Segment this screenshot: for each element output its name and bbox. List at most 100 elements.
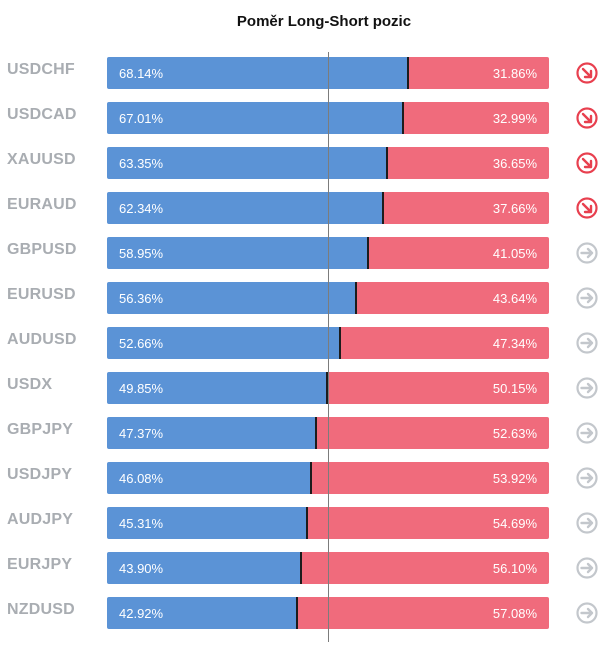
arrow-right-icon: [576, 512, 598, 534]
long-segment: [107, 372, 327, 404]
chart-title: Poměr Long-Short pozic: [236, 13, 412, 30]
long-value-label: 52.66%: [119, 336, 164, 351]
arrow-right-icon: [576, 377, 598, 399]
pair-label: NZDUSD: [7, 601, 75, 618]
pair-label: USDCHF: [7, 61, 75, 78]
short-segment: [327, 372, 549, 404]
short-value-label: 57.08%: [492, 606, 537, 621]
long-segment: [107, 282, 356, 314]
ratio-bar: 67.01% 32.99%: [107, 102, 549, 134]
long-value-label: 46.08%: [119, 471, 164, 486]
long-value-label: 42.92%: [119, 606, 164, 621]
short-value-label: 54.69%: [492, 516, 537, 531]
arrow-right-icon: [576, 242, 598, 264]
short-segment: [340, 327, 549, 359]
short-segment: [403, 102, 549, 134]
short-segment: [387, 147, 549, 179]
arrow-right-icon: [576, 332, 598, 354]
arrow-right-icon: [576, 557, 598, 579]
pair-label: EURUSD: [7, 286, 76, 303]
ratio-divider: [407, 57, 409, 89]
ratio-divider: [300, 552, 302, 584]
short-value-label: 41.05%: [492, 246, 537, 261]
ratio-bar: 68.14% 31.86%: [107, 57, 549, 89]
ratio-bar: 46.08% 53.92%: [107, 462, 549, 494]
pair-label: EURAUD: [7, 196, 77, 213]
ratio-divider: [402, 102, 404, 134]
pair-label: GBPUSD: [7, 241, 77, 258]
short-segment: [316, 417, 549, 449]
short-segment: [307, 507, 549, 539]
long-value-label: 68.14%: [119, 66, 164, 81]
ratio-bar: 63.35% 36.65%: [107, 147, 549, 179]
long-value-label: 47.37%: [119, 426, 164, 441]
arrow-right-icon: [576, 467, 598, 489]
bar-row: USDJPY 46.08% 53.92%: [0, 462, 614, 494]
long-value-label: 67.01%: [119, 111, 164, 126]
short-value-label: 37.66%: [492, 201, 537, 216]
long-value-label: 49.85%: [119, 381, 164, 396]
ratio-bar: 62.34% 37.66%: [107, 192, 549, 224]
bar-row: NZDUSD 42.92% 57.08%: [0, 597, 614, 629]
ratio-bar: 52.66% 47.34%: [107, 327, 549, 359]
short-value-label: 56.10%: [492, 561, 537, 576]
long-segment: [107, 417, 316, 449]
pair-label: GBPJPY: [7, 421, 74, 438]
short-value-label: 36.65%: [492, 156, 537, 171]
ratio-divider: [326, 372, 328, 404]
short-segment: [301, 552, 549, 584]
reference-line-50: [328, 52, 329, 642]
ratio-bar: 42.92% 57.08%: [107, 597, 549, 629]
ratio-divider: [310, 462, 312, 494]
short-value-label: 43.64%: [492, 291, 537, 306]
short-segment: [297, 597, 549, 629]
bar-row: USDCAD 67.01% 32.99%: [0, 102, 614, 134]
arrow-right-icon: [576, 422, 598, 444]
ratio-divider: [386, 147, 388, 179]
short-value-label: 53.92%: [492, 471, 537, 486]
arrow-right-icon: [576, 287, 598, 309]
ratio-bar: 47.37% 52.63%: [107, 417, 549, 449]
arrow-down-right-icon: [576, 197, 598, 219]
short-value-label: 50.15%: [492, 381, 537, 396]
arrow-down-right-icon: [576, 62, 598, 84]
long-value-label: 45.31%: [119, 516, 164, 531]
pair-label: XAUUSD: [7, 151, 76, 168]
ratio-divider: [367, 237, 369, 269]
ratio-bar: 56.36% 43.64%: [107, 282, 549, 314]
short-value-label: 32.99%: [492, 111, 537, 126]
short-segment: [383, 192, 549, 224]
short-segment: [311, 462, 549, 494]
ratio-divider: [355, 282, 357, 314]
long-segment: [107, 507, 307, 539]
bar-row: GBPUSD 58.95% 41.05%: [0, 237, 614, 269]
arrow-down-right-icon: [576, 152, 598, 174]
bar-row: EURAUD 62.34% 37.66%: [0, 192, 614, 224]
pair-label: USDX: [7, 376, 53, 393]
long-segment: [107, 462, 311, 494]
ratio-bar: 43.90% 56.10%: [107, 552, 549, 584]
ratio-bar: 49.85% 50.15%: [107, 372, 549, 404]
short-value-label: 52.63%: [492, 426, 537, 441]
bar-row: AUDJPY 45.31% 54.69%: [0, 507, 614, 539]
arrow-right-icon: [576, 602, 598, 624]
long-segment: [107, 57, 408, 89]
long-value-label: 56.36%: [119, 291, 164, 306]
long-value-label: 62.34%: [119, 201, 164, 216]
long-segment: [107, 597, 297, 629]
bar-row: EURJPY 43.90% 56.10%: [0, 552, 614, 584]
pair-label: AUDJPY: [7, 511, 74, 528]
long-value-label: 43.90%: [119, 561, 164, 576]
bar-row: USDCHF 68.14% 31.86%: [0, 57, 614, 89]
short-value-label: 31.86%: [492, 66, 537, 81]
long-value-label: 58.95%: [119, 246, 164, 261]
long-segment: [107, 147, 387, 179]
bar-row: GBPJPY 47.37% 52.63%: [0, 417, 614, 449]
long-segment: [107, 237, 368, 269]
ratio-divider: [339, 327, 341, 359]
pair-label: USDJPY: [7, 466, 73, 483]
ratio-divider: [315, 417, 317, 449]
bar-row: AUDUSD 52.66% 47.34%: [0, 327, 614, 359]
long-segment: [107, 102, 403, 134]
